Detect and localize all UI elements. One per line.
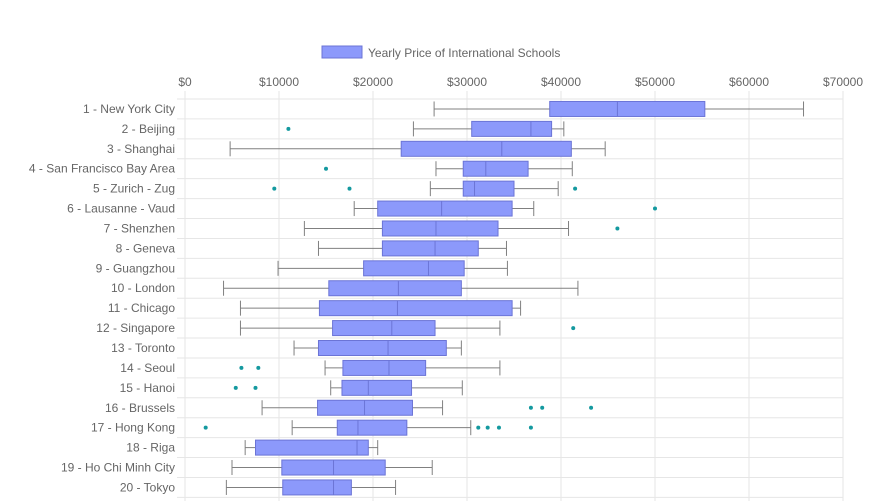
legend-swatch (321, 45, 363, 59)
box-iqr (549, 100, 706, 117)
y-category-label: 1 - New York City (83, 102, 175, 116)
box-iqr (462, 180, 515, 197)
outlier-point (528, 425, 533, 430)
outlier-point (253, 385, 258, 390)
box-iqr (332, 320, 436, 337)
y-category-label: 10 - London (111, 281, 175, 295)
outlier-point (496, 425, 501, 430)
outlier-point (347, 186, 352, 191)
y-category-label: 8 - Geneva (116, 241, 176, 255)
outlier-point (615, 226, 620, 231)
box-item[interactable] (433, 100, 805, 117)
outlier-point (540, 405, 545, 410)
y-category-label: 12 - Singapore (96, 321, 175, 335)
outlier-point (203, 425, 208, 430)
box-iqr (336, 419, 408, 436)
legend[interactable]: Yearly Price of International Schools (321, 45, 560, 60)
y-axis: 1 - New York City 2 - Beijing 3 - Shanghai… (29, 102, 175, 494)
box-iqr (381, 240, 479, 257)
outlier-point (256, 365, 261, 370)
box-item[interactable] (239, 359, 501, 376)
box-iqr (328, 280, 462, 297)
y-category-label: 3 - Shanghai (107, 142, 175, 156)
box-iqr (471, 120, 553, 137)
box-iqr (255, 439, 369, 456)
box-item[interactable] (239, 320, 576, 337)
y-category-label: 13 - Toronto (111, 341, 175, 355)
x-tick-label: $0 (178, 75, 192, 89)
x-tick-label: $10000 (259, 75, 299, 89)
x-tick-label: $40000 (541, 75, 581, 89)
box-item[interactable] (293, 340, 462, 356)
outlier-point (272, 186, 277, 191)
box-iqr (317, 340, 447, 356)
y-category-label: 11 - Chicago (108, 301, 175, 315)
box-iqr (462, 160, 529, 177)
box-item[interactable] (233, 379, 463, 396)
outlier-point (286, 126, 291, 131)
box-iqr (341, 379, 413, 396)
box-iqr (282, 479, 352, 496)
box-series (203, 100, 805, 496)
legend-label: Yearly Price of International Schools (368, 46, 560, 60)
box-item[interactable] (317, 240, 507, 257)
outlier-point (528, 405, 533, 410)
y-category-label: 15 - Hanoi (120, 381, 175, 395)
box-iqr (381, 220, 499, 237)
y-category-label: 17 - Hong Kong (91, 421, 175, 435)
y-category-label: 7 - Shenzhen (104, 221, 175, 235)
y-category-label: 19 - Ho Chi Minh City (61, 461, 175, 475)
outlier-point (485, 425, 490, 430)
box-item[interactable] (239, 300, 522, 317)
x-tick-label: $30000 (447, 75, 487, 89)
y-category-label: 20 - Tokyo (120, 480, 175, 494)
y-category-label: 6 - Lausanne - Vaud (67, 202, 175, 216)
box-item[interactable] (203, 419, 533, 436)
box-iqr (318, 300, 513, 317)
x-tick-label: $70000 (823, 75, 863, 89)
box-item[interactable] (277, 260, 508, 277)
y-category-label: 4 - San Francisco Bay Area (29, 162, 175, 176)
outlier-point (571, 326, 576, 331)
x-axis: $0 $10000 $20000 $30000 $40000 $50000 $60000 $7… (178, 75, 863, 89)
outlier-point (324, 166, 328, 171)
box-iqr (363, 260, 465, 277)
box-item[interactable] (225, 479, 397, 496)
outlier-point (573, 186, 578, 191)
box-item[interactable] (223, 280, 579, 297)
box-item[interactable] (286, 120, 565, 137)
y-category-label: 2 - Beijing (122, 122, 175, 136)
box-item[interactable] (353, 200, 657, 217)
box-item[interactable] (231, 459, 433, 476)
box-iqr (342, 359, 427, 376)
grid (177, 91, 844, 501)
box-item[interactable] (303, 220, 620, 237)
outlier-point (589, 405, 594, 410)
box-item[interactable] (229, 140, 606, 157)
outlier-point (476, 425, 481, 430)
outlier-point (233, 385, 238, 390)
box-iqr (400, 140, 572, 157)
box-item[interactable] (324, 160, 573, 177)
y-category-label: 18 - Riga (126, 441, 175, 455)
box-item[interactable] (261, 399, 594, 416)
y-category-label: 16 - Brussels (105, 401, 175, 415)
x-tick-label: $20000 (353, 75, 393, 89)
y-category-label: 14 - Seoul (120, 361, 175, 375)
x-tick-label: $50000 (635, 75, 675, 89)
box-item[interactable] (244, 439, 379, 456)
y-category-label: 9 - Guangzhou (96, 261, 175, 275)
outlier-point (239, 365, 244, 370)
box-item[interactable] (272, 180, 578, 197)
x-tick-label: $60000 (729, 75, 769, 89)
y-category-label: 5 - Zurich - Zug (93, 182, 175, 196)
box-iqr (377, 200, 513, 217)
outlier-point (653, 206, 657, 211)
